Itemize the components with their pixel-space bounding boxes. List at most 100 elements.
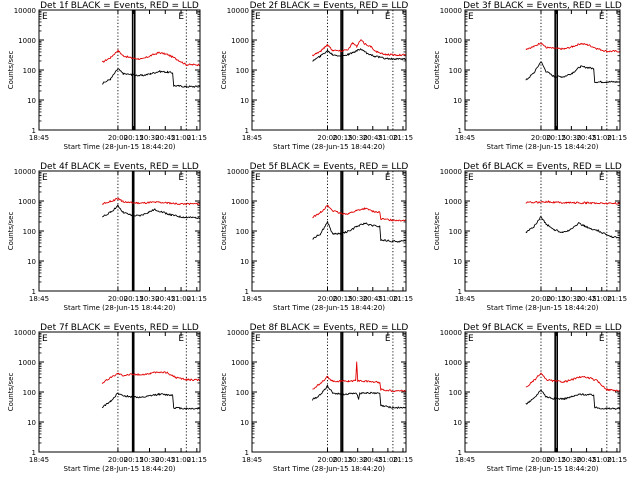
x-tick-label: 20:15 [546,134,566,142]
series-line-events [312,220,407,243]
x-tick-label: 20:45 [363,456,383,464]
x-tick-label: 18:45 [455,134,475,142]
y-tick-label: 10000 [440,7,462,15]
y-tick-label: 100 [449,389,462,397]
x-axis-label: Start Time (28-Jun-15 18:44:20) [487,304,599,312]
y-tick-label: 10 [453,419,462,427]
y-tick-label: 1000 [18,198,36,206]
series-line-lld [312,204,407,222]
x-tick-label: 21:00 [592,295,612,303]
event-marker-label: E [178,12,184,22]
x-tick-label: 21:15 [393,456,413,464]
detector-panel-4: Det 4f BLACK = Events, RED = LLD Counts/s… [7,162,207,312]
y-tick-label: 100 [236,67,249,75]
x-tick-label: 20:00 [531,134,551,142]
y-tick-label: 10 [27,258,36,266]
x-axis-label: Start Time (28-Jun-15 18:44:20) [273,143,385,151]
y-tick-label: 1 [458,127,462,135]
series-line-events [525,61,621,84]
x-tick-label: 18:45 [455,295,475,303]
y-tick-label: 10000 [14,7,36,15]
y-tick-label: 10 [240,97,249,105]
y-tick-label: 1 [32,449,36,457]
series-line-events [311,384,407,409]
y-tick-label: 100 [23,67,36,75]
y-tick-label: 1000 [231,359,249,367]
event-marker-label: E [385,12,391,22]
y-tick-label: 100 [23,389,36,397]
x-tick-label: 20:00 [317,456,337,464]
detector-panel-7: Det 7f BLACK = Events, RED = LLD Counts/s… [7,323,207,473]
plot-frame [251,170,407,292]
plot-frame [464,170,621,292]
x-tick-label: 20:30 [139,295,159,303]
y-tick-label: 1000 [231,37,249,45]
series-line-lld [525,372,621,392]
event-marker-label: E [42,334,48,344]
panel-title: Det 3f BLACK = Events, RED = LLD [463,1,622,11]
x-tick-label: 21:00 [378,295,398,303]
y-axis-label: Counts/sec [220,212,228,251]
x-axis-label: Start Time (28-Jun-15 18:44:20) [487,143,599,151]
event-marker-label: E [42,12,48,22]
x-axis-label: Start Time (28-Jun-15 18:44:20) [273,465,385,473]
x-tick-label: 20:00 [317,295,337,303]
x-axis-label: Start Time (28-Jun-15 18:44:20) [487,465,599,473]
y-axis-label: Counts/sec [7,373,15,412]
y-tick-label: 1000 [18,359,36,367]
x-tick-label: 18:45 [242,134,262,142]
x-tick-label: 21:15 [187,134,207,142]
x-tick-label: 20:00 [108,134,128,142]
series-line-lld [312,39,407,57]
x-tick-label: 21:15 [393,134,413,142]
x-tick-label: 20:00 [531,295,551,303]
panel-title: Det 2f BLACK = Events, RED = LLD [250,1,409,11]
detector-panel-8: Det 8f BLACK = Events, RED = LLD Counts/s… [220,323,413,473]
y-axis-label: Counts/sec [433,51,441,90]
series-line-lld [525,200,621,205]
x-tick-label: 21:15 [607,134,627,142]
series-line-events [101,204,201,219]
x-tick-label: 18:45 [242,295,262,303]
x-axis-label: Start Time (28-Jun-15 18:44:20) [64,143,176,151]
x-tick-label: 18:45 [29,134,49,142]
panel-title: Det 9f BLACK = Events, RED = LLD [463,323,622,333]
x-tick-label: 20:45 [155,295,175,303]
plot-frame [464,9,621,131]
event-marker-label: E [385,334,391,344]
y-axis-label: Counts/sec [433,212,441,251]
y-tick-label: 1 [458,449,462,457]
y-tick-label: 1 [32,127,36,135]
event-marker-label: E [468,173,474,183]
panel-title: Det 5f BLACK = Events, RED = LLD [250,162,409,172]
y-tick-label: 10000 [14,168,36,176]
x-tick-label: 20:15 [124,456,144,464]
y-tick-label: 100 [449,228,462,236]
event-marker-label: E [385,173,391,183]
y-tick-label: 1 [245,127,249,135]
x-tick-label: 20:15 [332,295,352,303]
series-line-events [101,392,201,410]
y-tick-label: 1000 [18,37,36,45]
plot-frame [38,9,201,131]
y-axis-label: Counts/sec [7,212,15,251]
y-axis-label: Counts/sec [220,373,228,412]
y-tick-label: 10000 [227,168,249,176]
y-tick-label: 10000 [440,329,462,337]
y-tick-label: 10000 [227,329,249,337]
x-tick-label: 20:30 [561,295,581,303]
series-line-lld [312,361,407,393]
event-marker-label: E [178,173,184,183]
detector-panel-2: Det 2f BLACK = Events, RED = LLD Counts/s… [220,1,413,151]
x-tick-label: 20:15 [124,295,144,303]
x-tick-label: 20:00 [108,456,128,464]
x-tick-label: 20:15 [546,295,566,303]
series-line-events [525,388,621,410]
y-tick-label: 100 [23,228,36,236]
series-line-lld [101,371,201,384]
y-tick-label: 10 [453,97,462,105]
x-tick-label: 20:15 [124,134,144,142]
x-axis-label: Start Time (28-Jun-15 18:44:20) [64,465,176,473]
x-tick-label: 18:45 [242,456,262,464]
